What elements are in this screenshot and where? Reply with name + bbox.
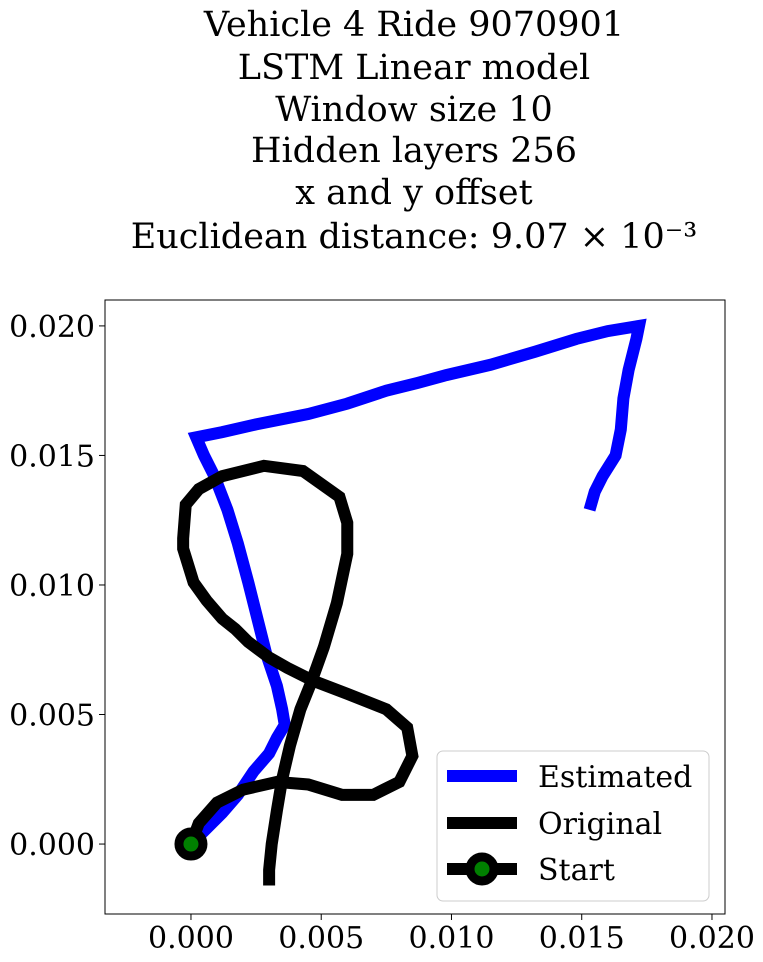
title-line-1: Vehicle 4 Ride 9070901 [203,5,624,45]
x-tick-label: 0.005 [278,921,364,956]
x-tick-label: 0.000 [148,921,234,956]
chart-title: Vehicle 4 Ride 9070901 LSTM Linear model… [131,5,698,257]
title-line-3: Window size 10 [275,90,553,130]
legend-original-label: Original [538,807,662,842]
series-estimated-line [186,318,647,849]
title-line-4: Hidden layers 256 [251,131,577,171]
axes-layer: 0.000 0.005 0.010 0.015 0.020 0.000 0.005 0.010… [9,310,755,956]
x-tick-label: 0.015 [539,921,625,956]
y-tick-label: 0.015 [9,439,95,474]
x-tick-label: 0.020 [669,921,755,956]
x-tick-label: 0.010 [409,921,495,956]
series-layer [174,318,647,886]
y-tick-label: 0.005 [9,699,95,734]
y-tick-label: 0.020 [9,310,95,345]
legend-start-marker [465,852,499,886]
title-line-6: Euclidean distance: 9.07 × 10⁻³ [131,217,698,257]
title-line-5: x and y offset [295,173,532,213]
series-original-line [177,459,419,886]
legend: Estimated Original Start [436,750,710,902]
legend-estimated-label: Estimated [538,760,692,795]
start-marker [174,827,208,861]
legend-start-label: Start [538,853,615,888]
plot-frame [104,299,726,915]
y-tick-label: 0.010 [9,569,95,604]
title-line-2: LSTM Linear model [238,48,591,88]
y-tick-label: 0.000 [9,828,95,863]
